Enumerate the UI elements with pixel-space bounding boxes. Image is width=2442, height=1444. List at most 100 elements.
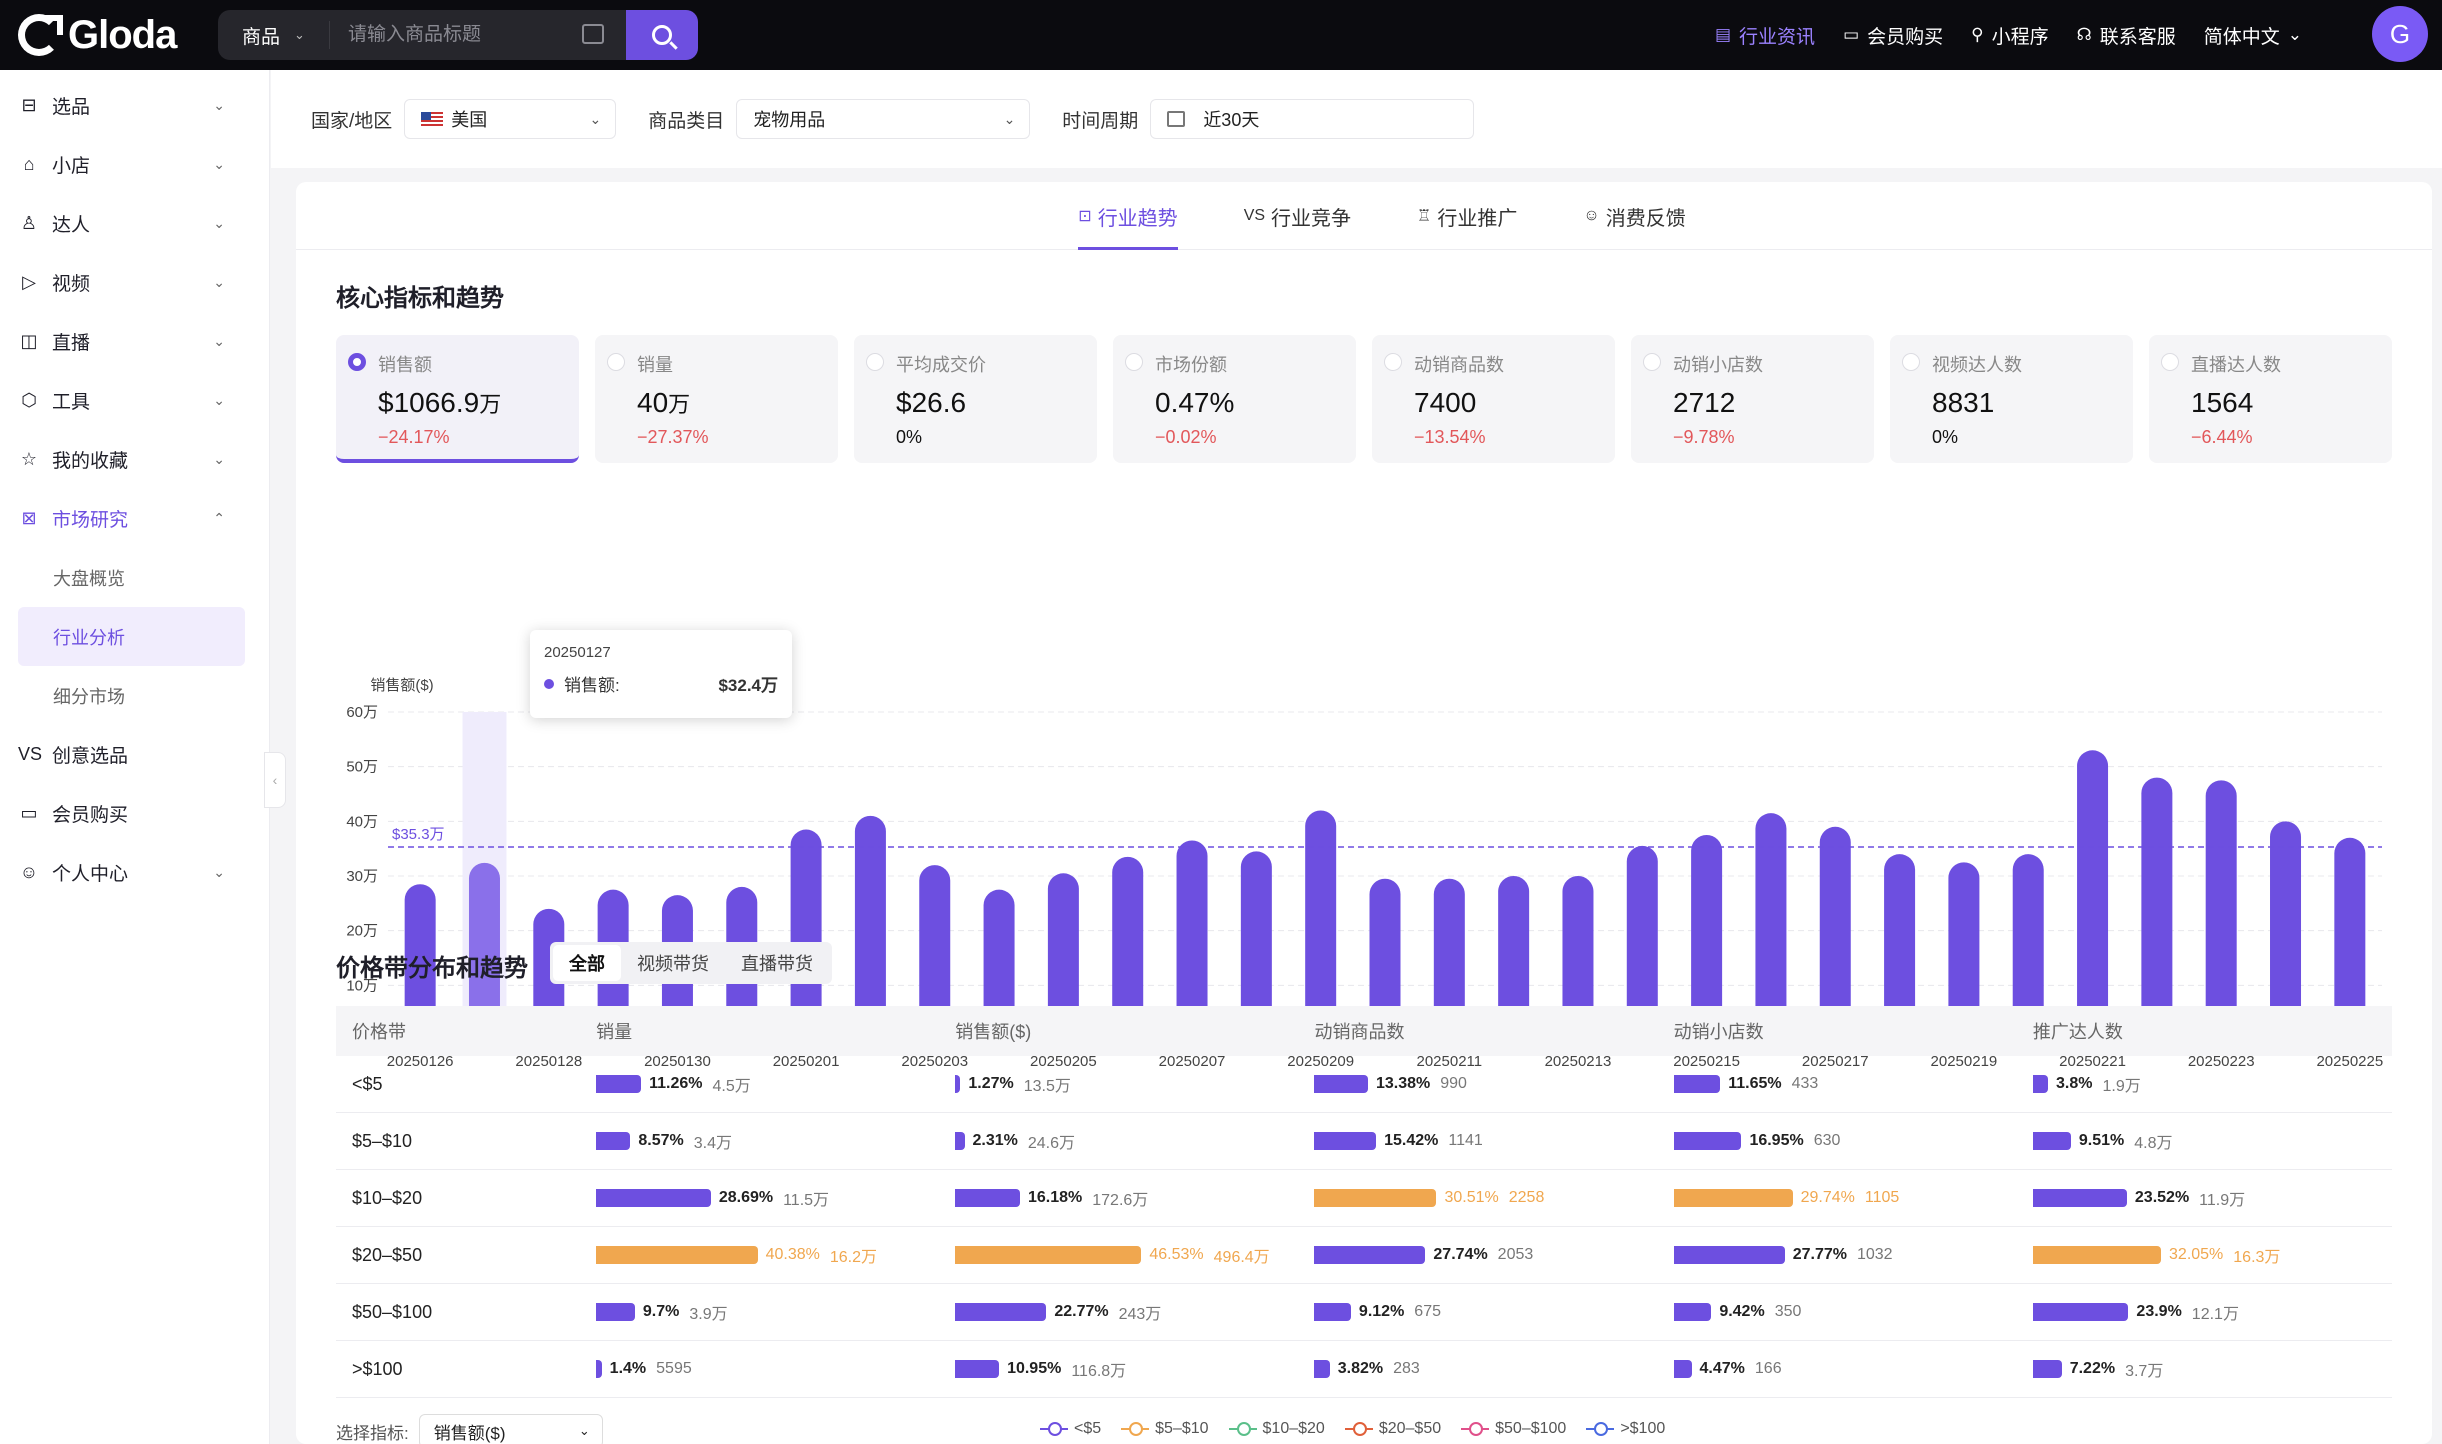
sidebar-item-4[interactable]: ◫ 直播 ⌄ (0, 312, 269, 371)
tab-0[interactable]: ⊡ 行业趋势 (1078, 182, 1179, 250)
table-cell: 32.05% 16.3万 (2032, 1243, 2392, 1267)
sidebar-item-label: 直播 (52, 333, 91, 354)
radio-button[interactable] (1902, 353, 1920, 371)
tab-2[interactable]: ♖ 行业推广 (1417, 182, 1517, 250)
metric-cards: 销售额 $1066.9万 −24.17% 销量 40万 −27.37% 平均成交价 $26.6… (336, 335, 2392, 463)
period-picker[interactable]: 近30天 (1150, 99, 1475, 139)
table-row[interactable]: $5–$10 8.57% 3.4万 2.31% 24.6万 15.42% 1141 16.95… (336, 1113, 2392, 1170)
sidebar-item-b2[interactable]: ☺ 个人中心 ⌄ (0, 843, 269, 902)
table-row[interactable]: <$5 11.26% 4.5万 1.27% 13.5万 13.38% 990 11.65% 43… (336, 1056, 2392, 1113)
metric-card[interactable]: 市场份额 0.47% −0.02% (1113, 335, 1356, 463)
x-tick-label: 20250211 (1417, 1053, 1483, 1070)
sidebar-subitem-2[interactable]: 细分市场 (53, 686, 125, 707)
share-bar (955, 1360, 1000, 1378)
bar-20250127 (468, 862, 500, 1040)
y-tick-label: 40万 (346, 813, 378, 830)
table-row[interactable]: $50–$100 9.7% 3.9万 22.77% 243万 9.12% 675 9.42% 3… (336, 1284, 2392, 1341)
top-link-4[interactable]: 简体中文 ⌄ (2204, 22, 2302, 49)
segment-2[interactable]: 直播带货 (741, 954, 813, 974)
brand-name: Gloda (68, 12, 177, 57)
x-tick-label: 20250201 (773, 1053, 840, 1070)
table-cell: 16.18% 172.6万 (955, 1186, 1314, 1210)
region-label: 国家/地区 (311, 110, 393, 132)
tab-1[interactable]: VS 行业竞争 (1244, 182, 1351, 250)
share-bar (955, 1075, 961, 1093)
metric-card[interactable]: 直播达人数 1564 −6.44% (2149, 335, 2392, 463)
legend-marker-icon (1586, 1422, 1615, 1436)
top-link-1[interactable]: ▭ 会员购买 (1843, 22, 1943, 49)
region-select[interactable]: 美国 ⌄ (404, 99, 617, 139)
legend-marker-icon (1228, 1422, 1257, 1436)
sidebar-subitem-1[interactable]: 行业分析 (18, 607, 245, 666)
sidebar-item-b0[interactable]: VS 创意选品 (0, 725, 269, 784)
metric-value: $26.6 (896, 387, 967, 418)
legend-item[interactable]: $5–$10 (1121, 1420, 1209, 1438)
sidebar-item-0[interactable]: ⊟ 选品 ⌄ (0, 76, 269, 135)
legend-item[interactable]: >$100 (1586, 1420, 1665, 1438)
radio-button[interactable] (866, 353, 884, 371)
avatar[interactable]: G (2372, 6, 2428, 62)
share-count: 3.9万 (689, 1306, 728, 1323)
table-cell: 46.53% 496.4万 (955, 1243, 1314, 1267)
sidebar-item-2[interactable]: ♙ 达人 ⌄ (0, 194, 269, 253)
top-link-3[interactable]: ☊ 联系客服 (2077, 22, 2176, 49)
share-bar (2032, 1360, 2062, 1378)
radio-button[interactable] (1384, 353, 1402, 371)
table-cell: 11.65% 433 (1673, 1075, 2033, 1093)
logo[interactable]: Gloda (18, 13, 198, 58)
metric-card[interactable]: 销售额 $1066.9万 −24.17% (336, 335, 579, 463)
sidebar-item-1[interactable]: ⌂ 小店 ⌄ (0, 135, 269, 194)
metric-card[interactable]: 平均成交价 $26.6 0% (854, 335, 1097, 463)
share-percent: 32.05% (2169, 1246, 2224, 1263)
column-header: 推广达人数 (2032, 1022, 2123, 1042)
bar-20250221 (2077, 750, 2109, 1040)
top-link-label: 简体中文 (2203, 26, 2280, 48)
tab-3[interactable]: ☺ 消费反馈 (1583, 182, 1685, 250)
table-row[interactable]: >$100 1.4% 5595 10.95% 116.8万 3.82% 283 4.47% 16… (336, 1341, 2392, 1398)
sidebar-collapse-button[interactable]: ‹ (264, 752, 286, 808)
radio-button[interactable] (607, 353, 625, 371)
legend-item[interactable]: $10–$20 (1228, 1420, 1325, 1438)
search-button[interactable] (626, 10, 698, 60)
sidebar-item-5[interactable]: ⬡ 工具 ⌄ (0, 371, 269, 430)
sidebar-item-3[interactable]: ▷ 视频 ⌄ (0, 253, 269, 312)
segment-1[interactable]: 视频带货 (637, 954, 709, 974)
legend-item[interactable]: $20–$50 (1344, 1420, 1441, 1438)
share-percent: 13.38% (1375, 1075, 1431, 1092)
bar-20250208 (1240, 851, 1272, 1040)
table-row[interactable]: $20–$50 40.38% 16.2万 46.53% 496.4万 27.74% 2053… (336, 1227, 2392, 1284)
metric-card[interactable]: 动销商品数 7400 −13.54% (1372, 335, 1615, 463)
price-band-label: >$100 (352, 1358, 403, 1379)
metric-card[interactable]: 视频达人数 8831 0% (1890, 335, 2133, 463)
top-link-0[interactable]: ▤ 行业资讯 (1715, 22, 1815, 49)
radio-button[interactable] (2161, 353, 2179, 371)
category-select[interactable]: 宠物用品 ⌄ (736, 99, 1031, 139)
share-percent: 27.74% (1433, 1246, 1488, 1263)
radio-button[interactable] (348, 353, 366, 371)
image-search-icon[interactable] (582, 24, 604, 44)
share-percent: 9.42% (1719, 1303, 1765, 1320)
metric-card[interactable]: 动销小店数 2712 −9.78% (1631, 335, 1874, 463)
top-link-2[interactable]: ⚲ 小程序 (1971, 22, 2048, 49)
table-cell: 28.69% 11.5万 (596, 1186, 955, 1210)
radio-button[interactable] (1643, 353, 1661, 371)
radio-button[interactable] (1125, 353, 1143, 371)
segment-0[interactable]: 全部 (553, 945, 621, 981)
table-row[interactable]: $10–$20 28.69% 11.5万 16.18% 172.6万 30.51% 2258… (336, 1170, 2392, 1227)
search-type-select[interactable]: 商品 ⌄ (218, 21, 330, 49)
tooltip-label: 销售额: (564, 676, 620, 695)
sidebar-subitem-0[interactable]: 大盘概览 (53, 568, 125, 589)
share-count: 675 (1414, 1303, 1441, 1320)
vs-icon: VS (1243, 207, 1266, 224)
sidebar-item-6[interactable]: ☆ 我的收藏 ⌄ (0, 430, 269, 489)
chevron-down-icon: ⌄ (213, 392, 225, 408)
category-label: 商品类目 (648, 110, 725, 132)
legend-item[interactable]: <$5 (1040, 1420, 1101, 1438)
metric-card[interactable]: 销量 40万 −27.37% (595, 335, 838, 463)
metric-select[interactable]: 销售额($) ⌄ (418, 1414, 603, 1444)
search-input[interactable] (348, 24, 588, 46)
sidebar-item-b1[interactable]: ▭ 会员购买 (0, 784, 269, 843)
sidebar-item-label: 市场研究 (52, 510, 129, 531)
sidebar-item-7[interactable]: ⊠ 市场研究 ⌃ (0, 489, 269, 548)
legend-item[interactable]: $50–$100 (1461, 1420, 1566, 1438)
